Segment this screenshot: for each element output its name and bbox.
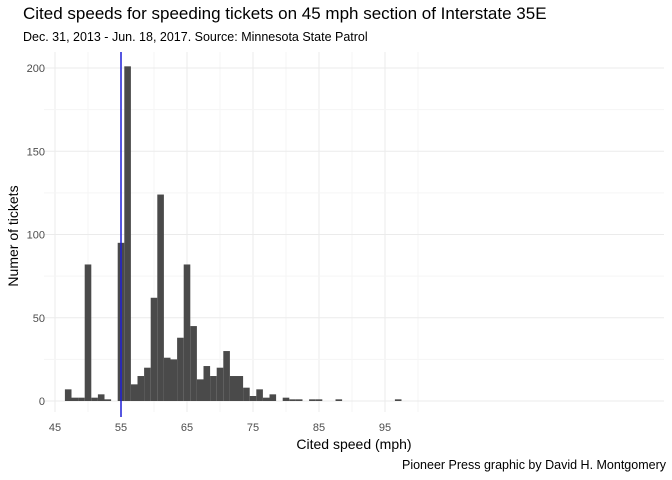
histogram-bar bbox=[262, 397, 270, 401]
histogram-bar bbox=[97, 394, 105, 401]
histogram-bar bbox=[203, 366, 211, 401]
histogram-bar bbox=[249, 396, 257, 401]
histogram-bar bbox=[289, 399, 296, 401]
y-tick-label: 100 bbox=[27, 230, 45, 242]
x-tick-label: 85 bbox=[313, 422, 325, 434]
histogram-bar bbox=[71, 397, 79, 401]
histogram-bar bbox=[282, 397, 290, 401]
histogram-bar bbox=[216, 367, 224, 401]
histogram-bar bbox=[394, 399, 402, 401]
histogram-bar bbox=[335, 399, 343, 401]
histogram-bar bbox=[91, 397, 98, 401]
y-tick-label: 0 bbox=[39, 396, 45, 408]
histogram-bar bbox=[183, 264, 191, 401]
histogram-bar bbox=[236, 376, 244, 401]
y-tick-label: 150 bbox=[27, 146, 45, 158]
histogram-bar bbox=[150, 297, 158, 401]
histogram-bar bbox=[170, 359, 178, 401]
y-axis-label: Numer of tickets bbox=[5, 185, 21, 286]
y-axis-ticks: 0 50 100 150 200 bbox=[27, 63, 45, 408]
x-tick-label: 55 bbox=[115, 422, 127, 434]
credit-caption: Pioneer Press graphic by David H. Montgo… bbox=[401, 458, 666, 472]
x-axis-ticks: 45 55 65 75 85 95 bbox=[49, 422, 391, 434]
x-tick-label: 75 bbox=[247, 422, 259, 434]
histogram-bar bbox=[157, 194, 164, 401]
histogram-bar bbox=[124, 66, 131, 402]
histogram-bar bbox=[309, 399, 316, 401]
histogram-bar bbox=[229, 376, 237, 401]
x-axis-label: Cited speed (mph) bbox=[296, 436, 411, 452]
x-tick-label: 65 bbox=[181, 422, 193, 434]
histogram-bar bbox=[256, 389, 263, 401]
histogram-bar bbox=[295, 399, 303, 401]
histogram-bar bbox=[130, 384, 138, 401]
histogram-bar bbox=[243, 387, 250, 401]
histogram-bar bbox=[78, 397, 85, 401]
y-tick-label: 50 bbox=[33, 313, 45, 325]
histogram-bar bbox=[104, 399, 112, 401]
x-tick-label: 95 bbox=[379, 422, 391, 434]
histogram-bar bbox=[163, 357, 171, 401]
chart-title: Cited speeds for speeding tickets on 45 … bbox=[23, 4, 547, 23]
y-tick-label: 200 bbox=[27, 63, 45, 75]
bars bbox=[64, 66, 402, 402]
histogram-bar bbox=[144, 367, 151, 401]
histogram-bar bbox=[137, 376, 145, 401]
chart-subtitle: Dec. 31, 2013 - Jun. 18, 2017. Source: M… bbox=[23, 30, 368, 44]
histogram-bar bbox=[177, 337, 184, 401]
histogram-bar bbox=[269, 394, 277, 401]
histogram-bar bbox=[84, 264, 92, 401]
x-tick-label: 45 bbox=[49, 422, 61, 434]
histogram-bar bbox=[190, 326, 197, 401]
histogram-bar bbox=[315, 399, 323, 401]
histogram-bar bbox=[223, 351, 230, 401]
histogram-bar bbox=[210, 376, 217, 401]
histogram-bar bbox=[196, 379, 204, 401]
grid-lines bbox=[44, 52, 664, 412]
histogram-bar bbox=[64, 389, 72, 401]
